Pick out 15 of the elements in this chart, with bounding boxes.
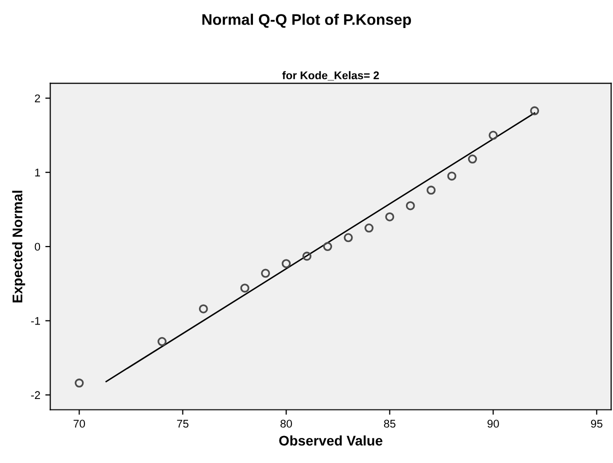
x-tick-label: 95 (591, 420, 602, 428)
x-tick-label: 70 (74, 420, 85, 428)
chart-subtitle: for Kode_Kelas= 2 (282, 71, 379, 81)
x-tick-label: 75 (177, 420, 188, 428)
y-tick-label: -1 (31, 317, 40, 325)
y-tick-label: 1 (35, 168, 40, 176)
chart-title: Normal Q-Q Plot of P.Konsep (202, 14, 411, 28)
y-axis-title: Expected Normal (12, 190, 26, 302)
x-tick-label: 80 (280, 420, 292, 428)
y-tick-label: 0 (34, 242, 40, 251)
x-tick-label: 90 (488, 420, 499, 428)
x-axis-title: Observed Value (279, 435, 382, 446)
y-tick-label: -2 (31, 391, 40, 399)
x-tick-label: 85 (384, 420, 396, 428)
y-tick-label: 2 (34, 94, 40, 102)
